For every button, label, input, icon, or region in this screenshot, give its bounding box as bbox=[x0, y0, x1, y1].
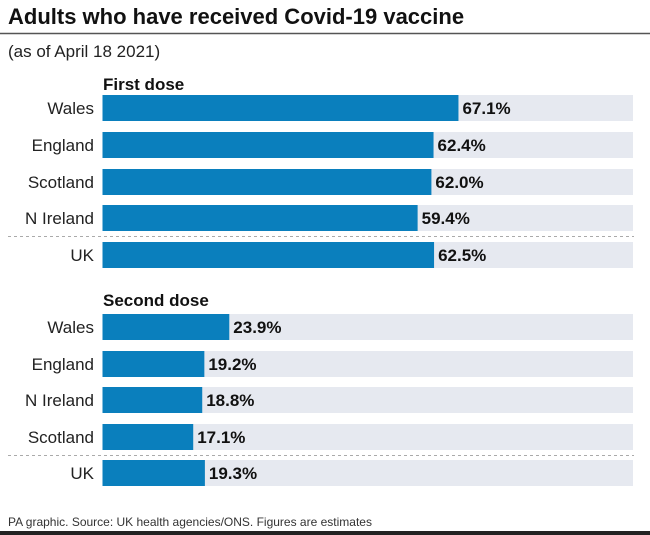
bar bbox=[102, 460, 205, 486]
bar bbox=[102, 95, 459, 121]
category-label: N Ireland bbox=[25, 391, 94, 410]
bar bbox=[102, 132, 434, 158]
first-dose-bars: Wales 67.1% England 62.4% Scotland 62.0% N Ire… bbox=[25, 95, 633, 268]
value-label: 67.1% bbox=[462, 99, 510, 118]
value-label: 19.2% bbox=[208, 355, 256, 374]
category-label: UK bbox=[70, 246, 94, 265]
bottom-rule bbox=[0, 531, 650, 535]
bar bbox=[102, 205, 418, 231]
bar bbox=[102, 169, 432, 195]
category-label: England bbox=[32, 355, 94, 374]
bar bbox=[102, 424, 194, 450]
value-label: 18.8% bbox=[206, 391, 254, 410]
category-label: England bbox=[32, 136, 94, 155]
category-label: N Ireland bbox=[25, 209, 94, 228]
value-label: 62.0% bbox=[435, 173, 483, 192]
category-label: Wales bbox=[47, 318, 94, 337]
bar bbox=[102, 314, 230, 340]
category-label: Scotland bbox=[28, 173, 94, 192]
section-title-second-dose: Second dose bbox=[103, 291, 209, 310]
value-label: 17.1% bbox=[197, 428, 245, 447]
section-title-first-dose: First dose bbox=[103, 75, 184, 94]
second-dose-bars: Wales 23.9% England 19.2% N Ireland 18.8% Scot… bbox=[25, 314, 633, 486]
value-label: 23.9% bbox=[233, 318, 281, 337]
bar bbox=[102, 242, 435, 268]
bar bbox=[102, 387, 203, 413]
chart-subtitle: (as of April 18 2021) bbox=[8, 42, 160, 61]
category-label: Scotland bbox=[28, 428, 94, 447]
category-label: UK bbox=[70, 464, 94, 483]
category-label: Wales bbox=[47, 99, 94, 118]
source-footer: PA graphic. Source: UK health agencies/O… bbox=[8, 515, 372, 529]
value-label: 19.3% bbox=[209, 464, 257, 483]
value-label: 59.4% bbox=[422, 209, 470, 228]
value-label: 62.5% bbox=[438, 246, 486, 265]
value-label: 62.4% bbox=[438, 136, 486, 155]
bar bbox=[102, 351, 205, 377]
chart-title: Adults who have received Covid-19 vaccin… bbox=[8, 4, 464, 29]
